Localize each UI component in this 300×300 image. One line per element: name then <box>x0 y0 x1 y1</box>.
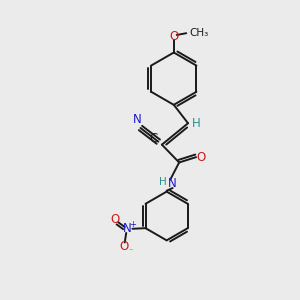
Text: CH₃: CH₃ <box>189 28 208 38</box>
Text: N: N <box>168 177 177 190</box>
Text: ⁻: ⁻ <box>128 246 133 255</box>
Text: N: N <box>123 222 131 235</box>
Text: +: + <box>129 220 136 229</box>
Text: O: O <box>169 30 178 43</box>
Text: H: H <box>159 177 167 188</box>
Text: O: O <box>119 239 129 253</box>
Text: O: O <box>196 151 205 164</box>
Text: H: H <box>192 117 201 130</box>
Text: N: N <box>133 113 142 126</box>
Text: C: C <box>149 132 158 145</box>
Text: O: O <box>110 213 119 226</box>
